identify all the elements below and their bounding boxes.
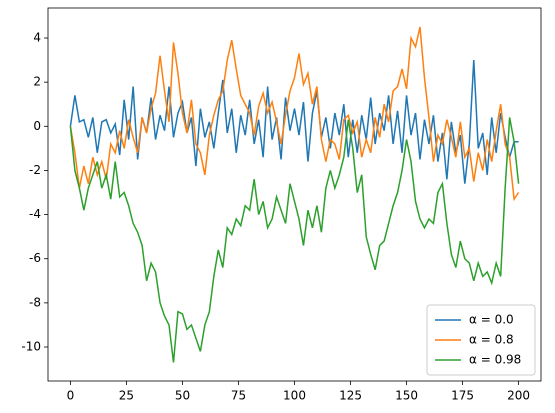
x-tick-label: 0 bbox=[67, 389, 75, 403]
y-tick-label: 2 bbox=[33, 75, 41, 89]
series-line bbox=[69, 26, 520, 202]
legend-label: α = 0.98 bbox=[469, 353, 521, 367]
y-tick-label: -10 bbox=[21, 340, 41, 354]
series-line bbox=[69, 117, 520, 363]
x-tick-label: 175 bbox=[451, 389, 474, 403]
x-tick-label: 100 bbox=[283, 389, 306, 403]
y-tick-label: -4 bbox=[29, 207, 41, 221]
x-tick-label: 50 bbox=[175, 389, 190, 403]
x-tick-label: 200 bbox=[507, 389, 530, 403]
x-tick-label: 75 bbox=[231, 389, 246, 403]
y-tick-label: -6 bbox=[29, 251, 41, 265]
y-tick-label: -8 bbox=[29, 295, 41, 309]
legend-label: α = 0.8 bbox=[469, 333, 514, 347]
legend-box bbox=[426, 304, 536, 376]
x-tick-label: 25 bbox=[119, 389, 134, 403]
x-tick-label: 125 bbox=[339, 389, 362, 403]
x-tick-label: 150 bbox=[395, 389, 418, 403]
y-tick-label: -2 bbox=[29, 163, 41, 177]
y-tick-label: 4 bbox=[33, 31, 41, 45]
legend-label: α = 0.0 bbox=[469, 313, 514, 327]
y-tick-label: 0 bbox=[33, 119, 41, 133]
